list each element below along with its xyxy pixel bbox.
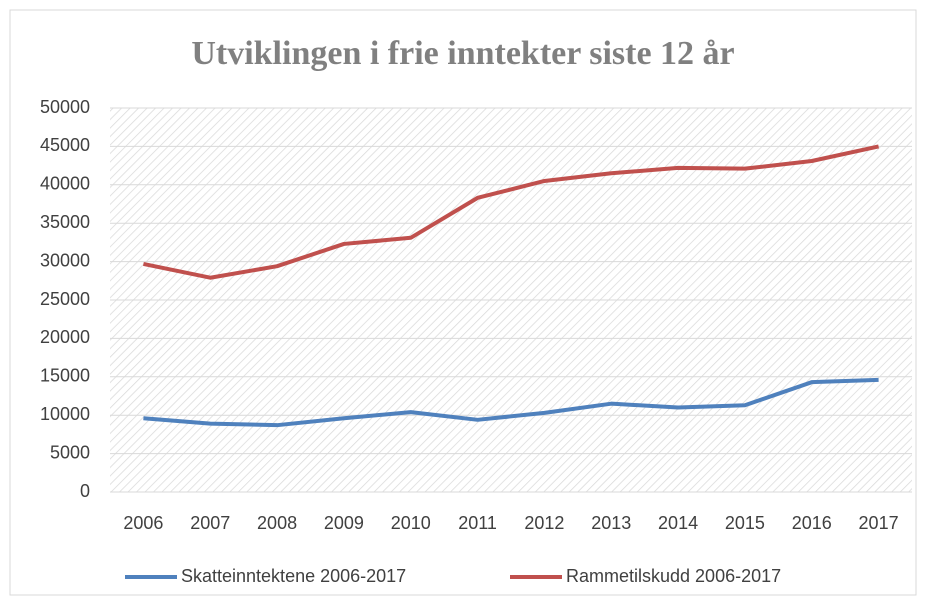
line-series: [143, 144, 880, 280]
x-tick-label: 2012: [524, 513, 564, 533]
x-tick-label: 2008: [257, 513, 297, 533]
chart-title: Utviklingen i frie inntekter siste 12 år: [191, 35, 734, 72]
y-tick-label: 40000: [40, 174, 90, 194]
x-tick-label: 2013: [591, 513, 631, 533]
x-tick-label: 2011: [458, 513, 497, 533]
y-tick-label: 35000: [40, 212, 90, 232]
y-tick-label: 10000: [40, 404, 90, 424]
y-tick-label: 50000: [40, 97, 90, 117]
y-tick-label: 25000: [40, 289, 90, 309]
x-tick-label: 2006: [123, 513, 163, 533]
y-tick-label: 45000: [40, 135, 90, 155]
x-tick-label: 2009: [324, 513, 364, 533]
y-tick-label: 0: [80, 481, 90, 501]
y-tick-label: 5000: [50, 442, 90, 462]
x-tick-label: 2015: [725, 513, 765, 533]
x-tick-label: 2016: [792, 513, 832, 533]
x-tick-label: 2010: [391, 513, 431, 533]
legend-label: Skatteinntektene 2006-2017: [181, 566, 406, 586]
x-tick-label: 2017: [859, 513, 899, 533]
legend-label: Rammetilskudd 2006-2017: [566, 566, 781, 586]
x-tick-label: 2014: [658, 513, 698, 533]
line-series: [143, 377, 879, 428]
y-tick-label: 30000: [40, 250, 90, 270]
x-tick-label: 2007: [190, 513, 230, 533]
y-tick-label: 20000: [40, 327, 90, 347]
y-tick-label: 15000: [40, 366, 90, 386]
